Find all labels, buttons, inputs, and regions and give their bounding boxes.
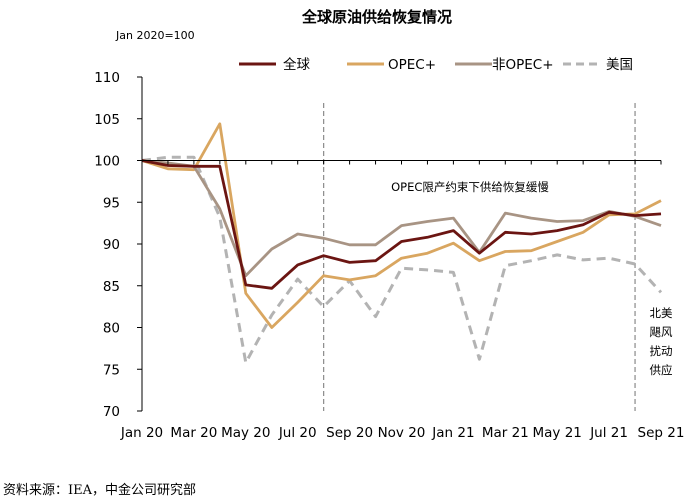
legend-label-0: 全球 — [283, 56, 310, 73]
annotation-opec: OPEC限产约束下供给恢复缓慢 — [391, 180, 549, 194]
series-layer — [141, 122, 663, 365]
legend-label-3: 美国 — [606, 57, 633, 73]
series-line-3 — [141, 155, 663, 365]
x-tick-label-9: Jul 21 — [589, 425, 628, 441]
y-tick-label-8: 110 — [94, 70, 120, 86]
x-tick-label-2: May 20 — [221, 425, 270, 441]
x-tick-label-7: Mar 21 — [482, 425, 529, 441]
x-tick-label-6: Jan 21 — [431, 425, 474, 441]
source-note: 资料来源：IEA，中金公司研究部 — [3, 482, 196, 498]
annotation-hurricane-line-3: 供应 — [650, 363, 673, 377]
legend-label-2: 非OPEC+ — [492, 57, 554, 73]
x-tick-label-10: Sep 21 — [638, 425, 685, 441]
y-tick-label-5: 95 — [103, 195, 120, 211]
y-tick-label-3: 85 — [103, 279, 120, 295]
series-line-0 — [141, 159, 662, 290]
x-tick-label-8: May 21 — [533, 425, 582, 441]
annotation-hurricane-line-1: 飓风 — [650, 325, 673, 339]
axes: 70 75 80 85 90 95 100 105 110 Jan 20 Mar 20 May 20 J… — [94, 70, 684, 441]
y-tick-label-6: 100 — [94, 154, 120, 170]
y-tick-label-1: 75 — [103, 362, 120, 378]
x-tick-label-1: Mar 20 — [170, 425, 217, 441]
vertical-markers — [323, 103, 636, 411]
x-tick-label-5: Nov 20 — [378, 425, 426, 441]
unit-label: Jan 2020=100 — [115, 29, 195, 42]
series-line-2 — [141, 159, 662, 278]
y-tick-label-0: 70 — [103, 404, 120, 420]
x-tick-label-4: Sep 20 — [326, 425, 373, 441]
annotation-hurricane-line-0: 北美 — [650, 306, 673, 320]
annotation-hurricane-line-2: 扰动 — [650, 344, 673, 358]
y-tick-label-2: 80 — [103, 321, 120, 337]
legend: 全球 OPEC+ 非OPEC+ 美国 — [239, 56, 633, 73]
legend-label-1: OPEC+ — [388, 57, 436, 73]
x-tick-label-3: Jul 20 — [278, 425, 317, 441]
x-tick-label-0: Jan 20 — [120, 425, 163, 441]
y-tick-label-4: 90 — [103, 237, 120, 253]
y-tick-label-7: 105 — [94, 112, 120, 128]
series-line-1 — [141, 122, 662, 329]
chart-title: 全球原油供给恢复情况 — [301, 8, 452, 26]
